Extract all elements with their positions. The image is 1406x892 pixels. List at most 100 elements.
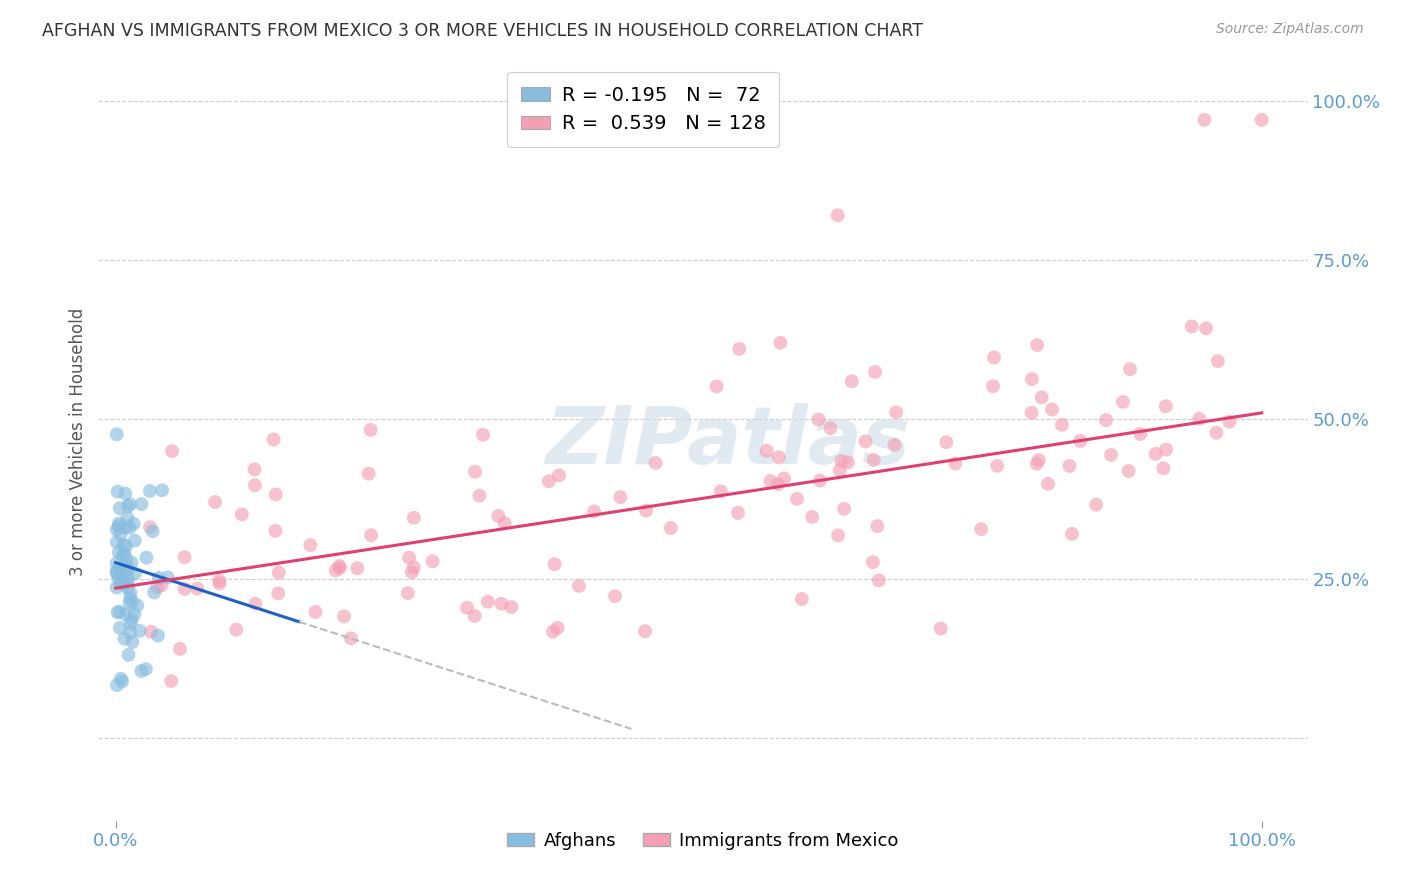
Point — [706, 379, 728, 393]
Point — [264, 487, 287, 501]
Point — [1069, 434, 1091, 448]
Point — [402, 560, 425, 574]
Text: Source: ZipAtlas.com: Source: ZipAtlas.com — [1216, 22, 1364, 37]
Point — [472, 427, 495, 442]
Point — [118, 520, 141, 534]
Point — [855, 434, 877, 449]
Point — [108, 516, 131, 531]
Point — [115, 539, 138, 553]
Point — [422, 554, 444, 568]
Point — [117, 499, 139, 513]
Point — [402, 510, 425, 524]
Point — [929, 622, 952, 636]
Point — [548, 468, 571, 483]
Point — [108, 564, 131, 578]
Point — [112, 547, 135, 561]
Point — [544, 558, 567, 572]
Point — [1181, 319, 1204, 334]
Point — [456, 600, 478, 615]
Point — [111, 575, 134, 590]
Point — [1206, 354, 1229, 368]
Point — [636, 503, 658, 517]
Point — [1218, 415, 1240, 429]
Point — [120, 586, 142, 600]
Point — [105, 427, 128, 442]
Point — [727, 506, 749, 520]
Point — [120, 556, 142, 570]
Point — [117, 581, 139, 595]
Point — [346, 561, 368, 575]
Point — [105, 563, 128, 577]
Point — [173, 550, 195, 565]
Point — [477, 595, 499, 609]
Point — [117, 560, 139, 574]
Point — [105, 556, 128, 570]
Point — [263, 433, 285, 447]
Point — [537, 475, 560, 489]
Point — [121, 612, 143, 626]
Point — [769, 335, 792, 350]
Point — [808, 474, 831, 488]
Point — [264, 524, 287, 538]
Point — [1205, 425, 1227, 440]
Point — [105, 535, 128, 549]
Point — [398, 550, 420, 565]
Point — [112, 561, 135, 575]
Point — [117, 648, 139, 662]
Point — [1119, 362, 1142, 376]
Point — [267, 586, 290, 600]
Point — [105, 523, 128, 537]
Point — [1021, 406, 1043, 420]
Point — [107, 606, 129, 620]
Point — [1040, 402, 1063, 417]
Point — [105, 565, 128, 579]
Point — [186, 582, 208, 596]
Point — [333, 609, 356, 624]
Point — [759, 474, 782, 488]
Point — [208, 576, 231, 591]
Point — [986, 458, 1008, 473]
Point — [491, 597, 513, 611]
Point — [1021, 372, 1043, 386]
Point — [112, 569, 135, 583]
Point — [1144, 447, 1167, 461]
Point — [267, 566, 290, 580]
Point — [225, 623, 247, 637]
Point — [1152, 461, 1174, 475]
Point — [1194, 112, 1216, 127]
Point — [139, 483, 162, 498]
Point — [1028, 453, 1050, 467]
Point — [970, 522, 993, 536]
Point — [114, 520, 136, 534]
Point — [1250, 112, 1272, 127]
Point — [468, 489, 491, 503]
Point — [1031, 390, 1053, 404]
Text: ZIPatlas: ZIPatlas — [544, 402, 910, 481]
Point — [120, 497, 142, 511]
Point — [150, 578, 173, 592]
Point — [148, 571, 170, 585]
Point — [146, 628, 169, 642]
Point — [127, 599, 149, 613]
Point — [120, 625, 142, 640]
Point — [360, 423, 382, 437]
Point — [108, 621, 131, 635]
Point — [357, 467, 380, 481]
Point — [114, 632, 136, 646]
Point — [340, 632, 363, 646]
Point — [117, 511, 139, 525]
Point — [837, 455, 859, 469]
Point — [790, 591, 813, 606]
Point — [243, 462, 266, 476]
Point — [868, 574, 890, 588]
Point — [111, 549, 134, 563]
Point — [755, 443, 778, 458]
Point — [582, 504, 605, 518]
Point — [124, 566, 146, 581]
Point — [943, 457, 966, 471]
Point — [107, 571, 129, 585]
Point — [329, 561, 352, 575]
Point — [110, 672, 132, 686]
Point — [634, 624, 657, 639]
Point — [146, 580, 169, 594]
